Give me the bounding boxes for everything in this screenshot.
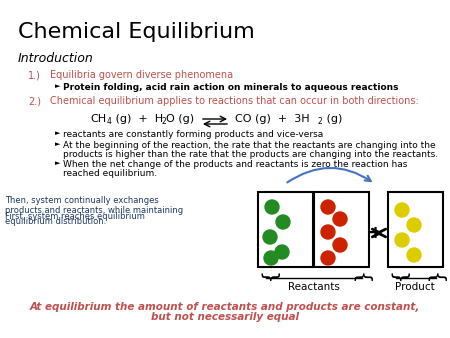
- Text: First, system reaches equilibrium: First, system reaches equilibrium: [5, 212, 145, 221]
- Text: products is higher than the rate that the products are changing into the reactan: products is higher than the rate that th…: [63, 150, 438, 159]
- Circle shape: [321, 225, 335, 239]
- Text: 1.): 1.): [28, 70, 41, 80]
- Bar: [388, 192, 443, 267]
- Text: +: +: [368, 224, 382, 242]
- Text: reactants are constantly forming products and vice-versa: reactants are constantly forming product…: [63, 130, 323, 139]
- Bar: [258, 192, 313, 267]
- Text: (g): (g): [323, 114, 342, 124]
- Circle shape: [265, 200, 279, 214]
- Text: 2.): 2.): [28, 96, 41, 106]
- Circle shape: [321, 251, 335, 265]
- Text: Protein folding, acid rain action on minerals to aqueous reactions: Protein folding, acid rain action on min…: [63, 83, 399, 92]
- Circle shape: [333, 238, 347, 252]
- Text: At equilibrium the amount of reactants and products are constant,: At equilibrium the amount of reactants a…: [30, 302, 420, 312]
- Text: ►: ►: [55, 83, 60, 89]
- Circle shape: [407, 218, 421, 232]
- Text: Equilibria govern diverse phenomena: Equilibria govern diverse phenomena: [50, 70, 233, 80]
- Circle shape: [275, 245, 289, 259]
- Text: }: }: [258, 272, 277, 285]
- Circle shape: [263, 230, 277, 244]
- Circle shape: [264, 251, 278, 265]
- Text: Reactants: Reactants: [288, 282, 340, 292]
- Circle shape: [333, 212, 347, 226]
- Text: O (g): O (g): [166, 114, 194, 124]
- Text: (g)  +  H: (g) + H: [112, 114, 163, 124]
- Text: CO (g)  +  3H: CO (g) + 3H: [235, 114, 310, 124]
- Text: reached equilibrium.: reached equilibrium.: [63, 169, 157, 178]
- Circle shape: [395, 233, 409, 247]
- Text: ►: ►: [55, 130, 60, 136]
- Text: Product: Product: [395, 282, 435, 292]
- Text: CH: CH: [90, 114, 106, 124]
- Text: Then, system continually exchanges
products and reactants, while maintaining
equ: Then, system continually exchanges produ…: [5, 196, 183, 226]
- Text: Chemical equilibrium applies to reactions that can occur in both directions:: Chemical equilibrium applies to reaction…: [50, 96, 419, 106]
- Circle shape: [276, 215, 290, 229]
- Text: {: {: [351, 272, 370, 284]
- Text: 4: 4: [107, 117, 112, 126]
- Text: ►: ►: [55, 141, 60, 147]
- Circle shape: [407, 248, 421, 262]
- Text: but not necessarily equal: but not necessarily equal: [151, 312, 299, 322]
- Text: Introduction: Introduction: [18, 52, 94, 65]
- Text: At the beginning of the reaction, the rate that the reactants are changing into : At the beginning of the reaction, the ra…: [63, 141, 436, 150]
- Circle shape: [321, 200, 335, 214]
- Circle shape: [395, 203, 409, 217]
- Text: }: }: [388, 272, 407, 285]
- Text: ►: ►: [55, 160, 60, 166]
- Bar: [314, 192, 369, 267]
- Text: When the net change of the products and reactants is zero the reaction has: When the net change of the products and …: [63, 160, 407, 169]
- Text: 2: 2: [318, 117, 323, 126]
- Text: Chemical Equilibrium: Chemical Equilibrium: [18, 22, 255, 42]
- Text: 2: 2: [161, 117, 166, 126]
- Text: {: {: [425, 272, 444, 284]
